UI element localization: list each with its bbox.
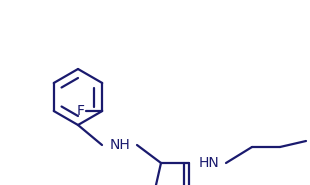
Text: HN: HN	[199, 156, 219, 170]
Text: NH: NH	[110, 138, 131, 152]
Text: F: F	[76, 104, 84, 118]
